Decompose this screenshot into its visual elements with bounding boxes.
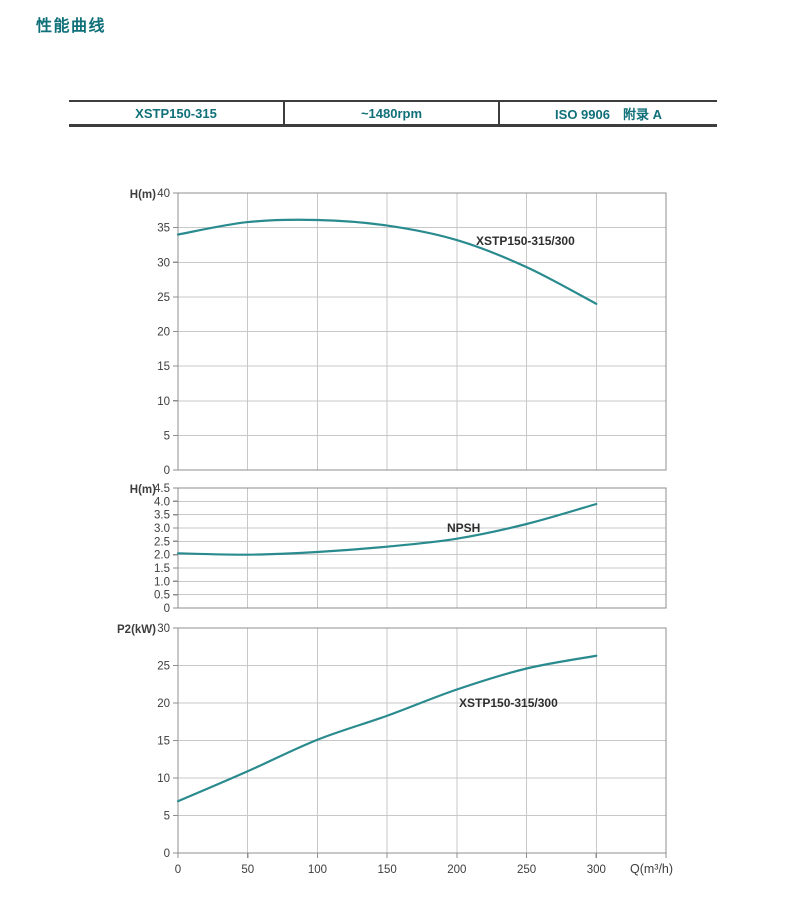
spec-cell-speed: ~1480rpm — [283, 102, 498, 124]
y-axis-name: P2(kW) — [117, 624, 156, 636]
y-tick-label: 4.0 — [154, 496, 170, 508]
y-tick-label: 1.0 — [154, 576, 170, 588]
y-tick-label: 15 — [157, 361, 170, 373]
page-title: 性能曲线 — [36, 18, 107, 35]
y-tick-label: 4.5 — [154, 483, 170, 495]
y-tick-label: 0 — [164, 603, 170, 615]
y-tick-label: 5 — [164, 430, 170, 442]
y-tick-label: 20 — [157, 327, 170, 339]
head-curve-plot: 40 35 30 25 20 15 10 5 0 H(m) XSTP150-315/300 — [130, 188, 667, 477]
x-tick-label: 250 — [517, 864, 536, 876]
x-tick-label: 50 — [241, 864, 254, 876]
y-tick-label: 0.5 — [154, 590, 170, 602]
power-curve-label: XSTP150-315/300 — [459, 696, 558, 710]
x-axis-name: Q(m³/h) — [630, 862, 673, 876]
y-tick-label: 20 — [157, 698, 170, 710]
y-tick-label: 25 — [157, 292, 170, 304]
y-tick-label: 10 — [157, 773, 170, 785]
y-tick-label: 30 — [157, 257, 170, 269]
y-tick-label: 0 — [164, 848, 170, 860]
head-curve-label: XSTP150-315/300 — [476, 234, 575, 248]
y-tick-label: 35 — [157, 223, 170, 235]
y-tick-label: 5 — [164, 811, 170, 823]
x-tick-label: 0 — [175, 864, 181, 876]
x-tick-label: 300 — [587, 864, 606, 876]
y-tick-label: 0 — [164, 465, 170, 477]
spec-cell-standard: ISO 9906 附录 A — [498, 102, 717, 124]
y-tick-label: 2.5 — [154, 536, 170, 548]
x-tick-label: 200 — [447, 864, 466, 876]
y-tick-label: 1.5 — [154, 563, 170, 575]
npsh-curve — [176, 502, 598, 556]
y-tick-label: 3.0 — [154, 523, 170, 535]
power-curve-plot: 30 25 20 15 10 5 0 P2(kW) XSTP150-315/300 — [117, 623, 667, 860]
y-tick-label: 10 — [157, 396, 170, 408]
spec-table: XSTP150-315 ~1480rpm ISO 9906 附录 A — [69, 100, 717, 127]
npsh-curve-label: NPSH — [447, 521, 480, 535]
npsh-curve-plot: 4.54.0 3.53.02.5 2.01.51.0 0.50 H(m) NPSH — [130, 483, 667, 615]
y-tick-label: 40 — [157, 188, 170, 200]
power-curve — [176, 654, 598, 803]
y-tick-label: 3.5 — [154, 510, 170, 522]
x-tick-label: 150 — [378, 864, 397, 876]
y-tick-label: 15 — [157, 736, 170, 748]
y-tick-label: 30 — [157, 623, 170, 635]
y-axis-name: H(m) — [130, 484, 156, 496]
y-tick-label: 2.0 — [154, 550, 170, 562]
spec-cell-model: XSTP150-315 — [135, 105, 217, 121]
head-curve — [176, 218, 598, 305]
plot-border — [177, 487, 667, 609]
x-axis: 0 50 100 150 200 250 300 Q(m³/h) — [175, 853, 673, 876]
y-tick-label: 25 — [157, 661, 170, 673]
y-axis-name: H(m) — [130, 189, 156, 201]
x-tick-label: 100 — [308, 864, 327, 876]
